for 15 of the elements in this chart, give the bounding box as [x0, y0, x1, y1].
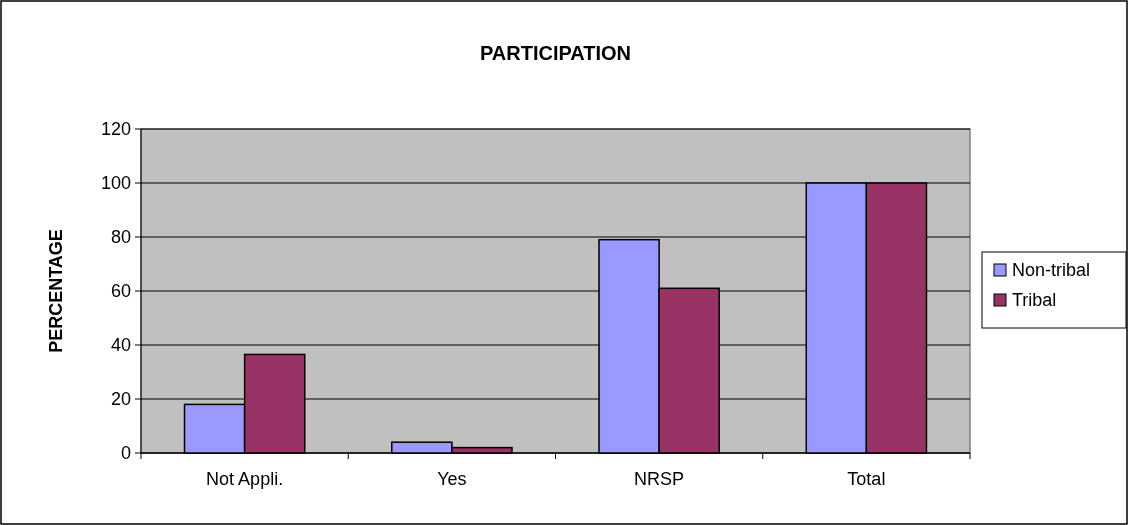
- chart-title: PARTICIPATION: [479, 42, 632, 64]
- y-tick-label: 120: [100, 119, 131, 140]
- x-tick-label: Yes: [437, 469, 467, 489]
- x-tick-label: NRSP: [634, 469, 685, 489]
- legend-label: Non-tribal: [1012, 260, 1091, 281]
- y-tick-label: 60: [110, 281, 131, 302]
- y-tick-label: 20: [110, 389, 131, 410]
- y-tick-label: 40: [110, 335, 131, 356]
- y-tick-label: 80: [110, 227, 131, 248]
- x-tick-label: Not Appli.: [206, 469, 284, 489]
- y-tick-label: 100: [100, 173, 131, 194]
- y-tick-label: 0: [120, 443, 131, 464]
- legend-label: Tribal: [1012, 290, 1057, 311]
- x-tick-label: Total: [847, 469, 886, 489]
- y-axis-title: PERCENTAGE: [46, 229, 66, 353]
